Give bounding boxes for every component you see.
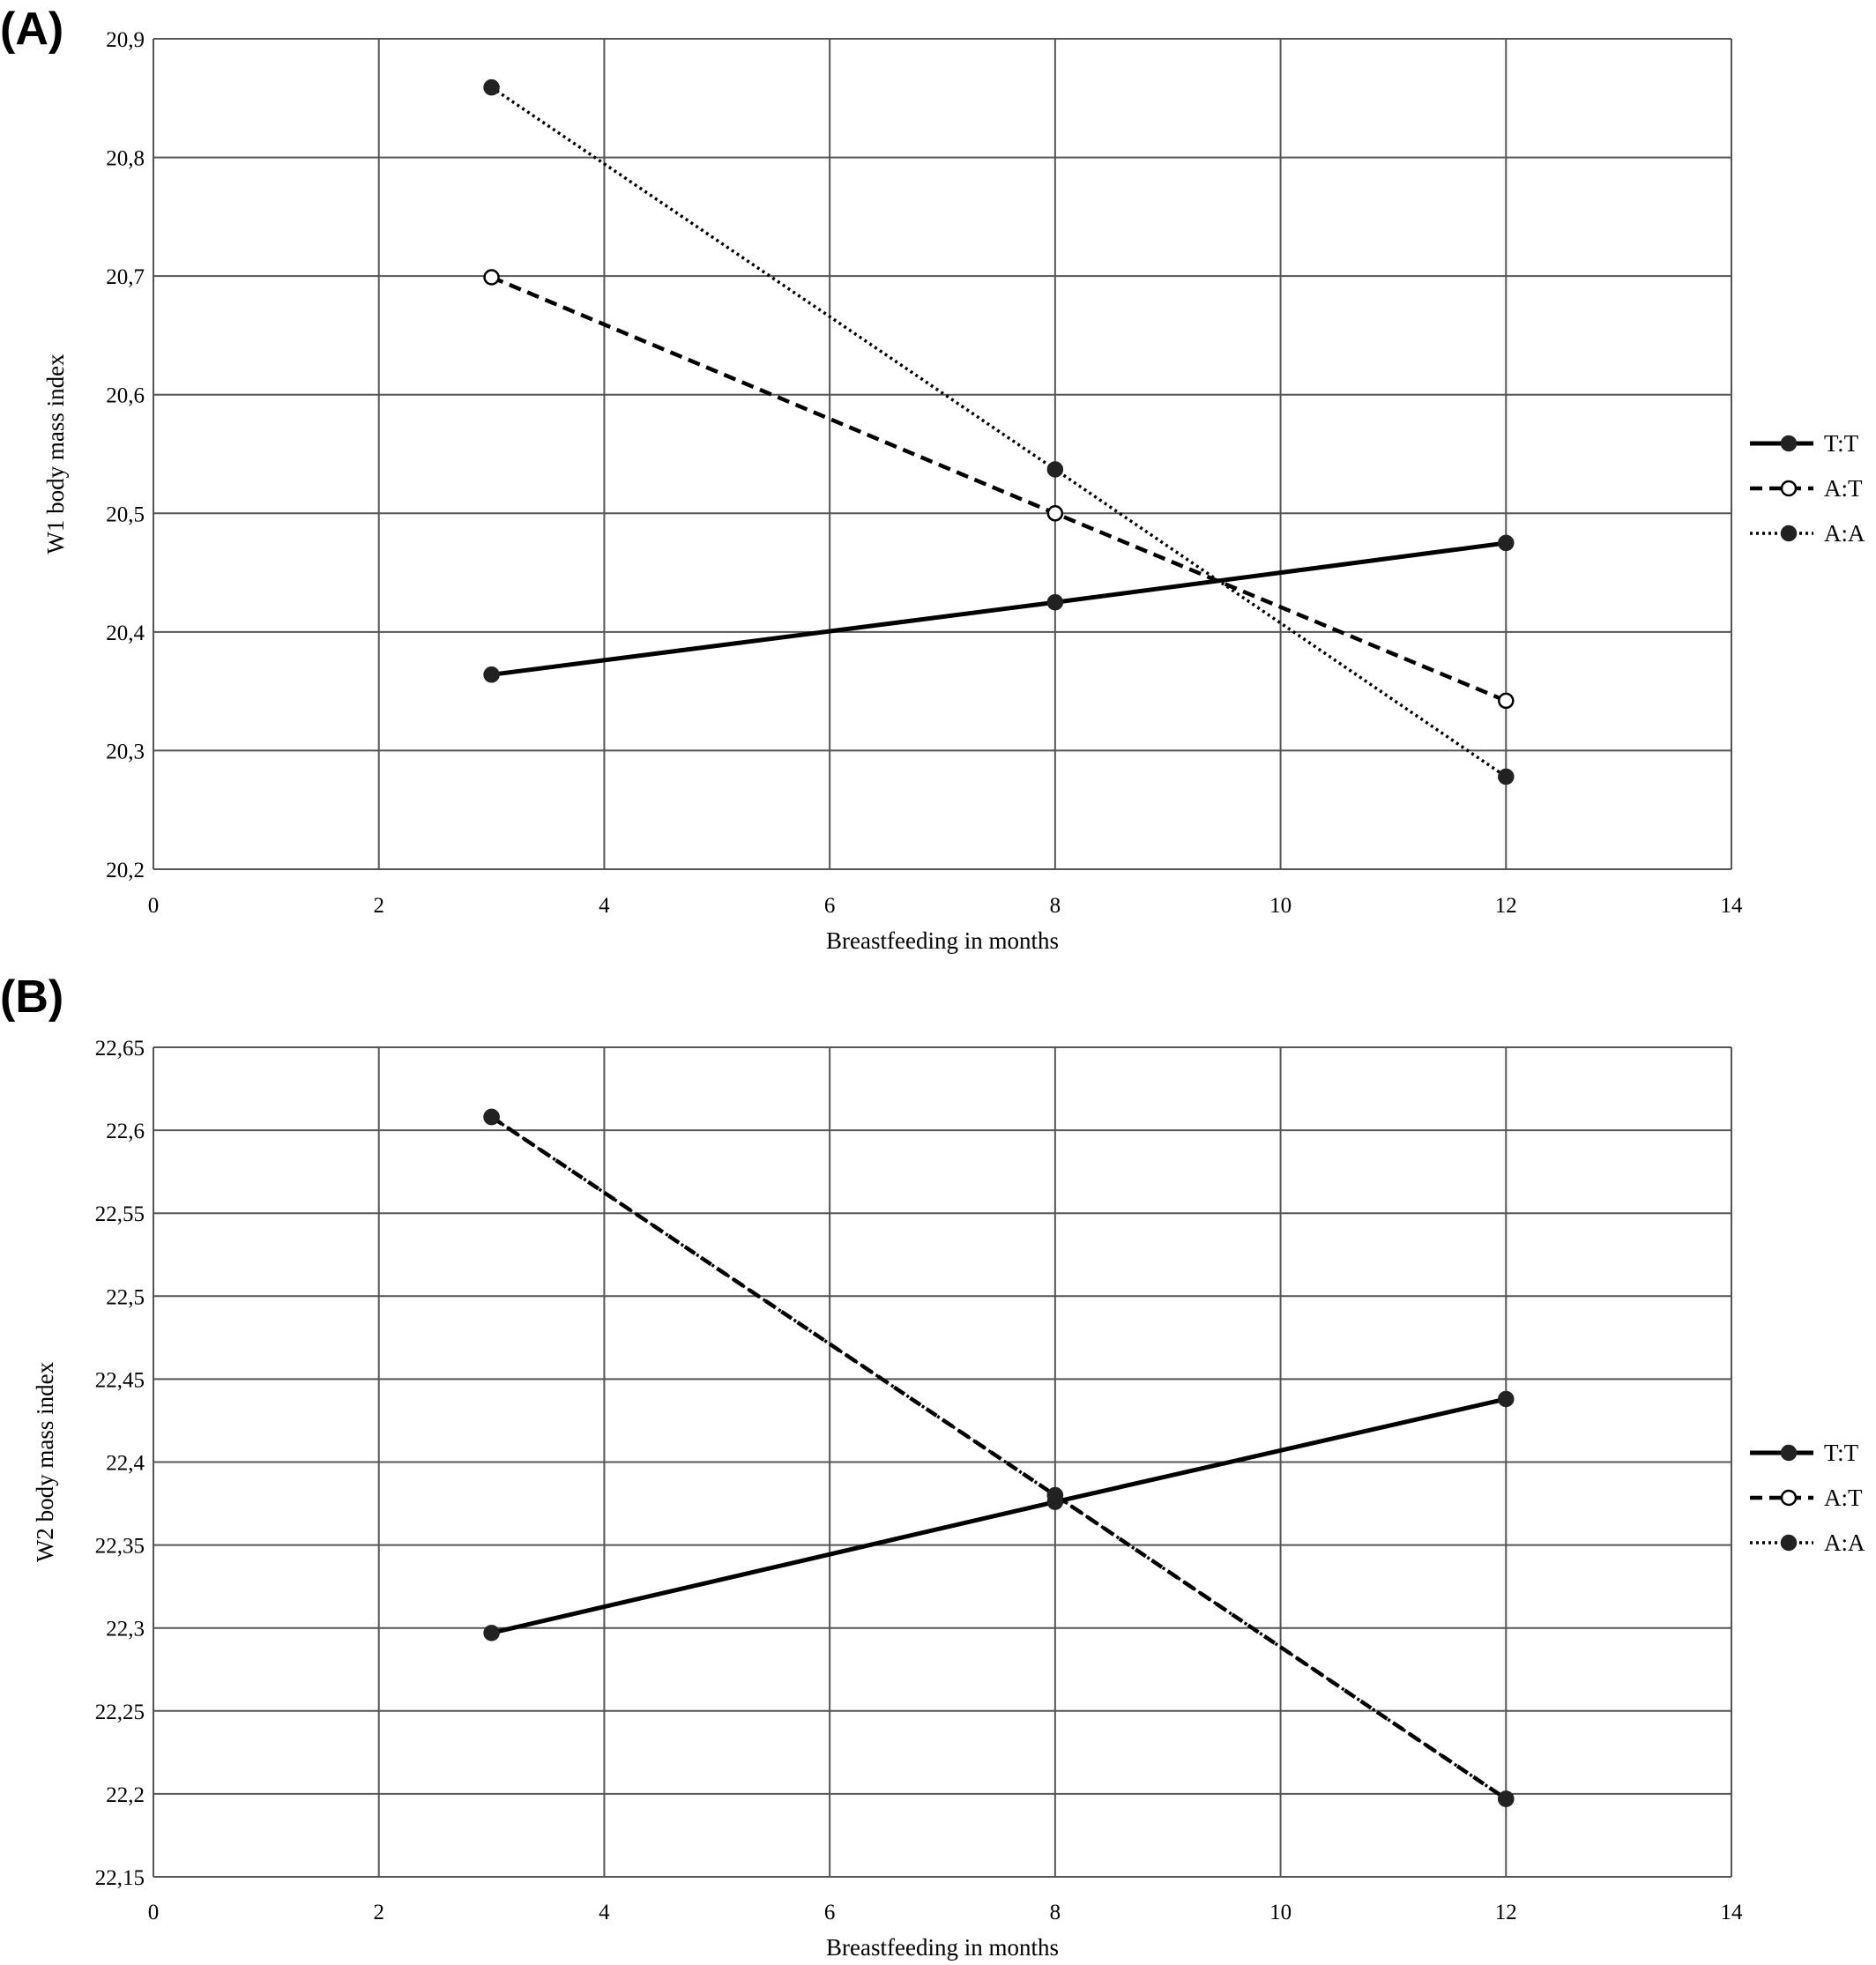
- y-tick-label: 20,9: [106, 28, 145, 52]
- y-tick-label: 20,3: [106, 740, 145, 763]
- y-tick-label: 22,6: [106, 1120, 145, 1143]
- x-tick-label: 12: [1495, 1901, 1517, 1924]
- x-tick-label: 6: [824, 894, 836, 918]
- legend-marker-tt: [1780, 1444, 1798, 1462]
- chart-panel-b: (B) 0 2 4 6 8 10 12 14 22,15 22,2 22,25 22,3 22,35 22,…: [0, 971, 1865, 1961]
- panel-label: (B): [0, 971, 63, 1023]
- legend-label: A:A: [1824, 1530, 1865, 1556]
- series-line-aa: [490, 86, 1508, 778]
- x-tick-label: 8: [1050, 894, 1061, 918]
- series-line-at: [490, 275, 1508, 703]
- legend-marker-at: [1780, 1489, 1798, 1507]
- y-tick-label: 22,3: [106, 1618, 145, 1641]
- y-tick-label: 20,5: [106, 502, 145, 526]
- x-tick-label: 8: [1050, 1901, 1061, 1924]
- y-tick-label: 22,55: [95, 1202, 145, 1226]
- legend-label: T:T: [1824, 1440, 1859, 1466]
- panel-label: (A): [0, 4, 63, 55]
- y-tick-label: 22,25: [95, 1701, 145, 1724]
- data-point-aa: [483, 1108, 500, 1126]
- data-point-aa: [1046, 1486, 1064, 1504]
- y-tick-label: 22,35: [95, 1535, 145, 1559]
- legend-marker-tt: [1780, 435, 1798, 452]
- y-tick-label: 22,4: [106, 1452, 145, 1476]
- x-axis-title: Breastfeeding in months: [826, 927, 1059, 954]
- y-tick-label: 20,8: [106, 147, 145, 171]
- data-point-aa: [1046, 461, 1064, 478]
- data-point-at: [1046, 505, 1064, 522]
- legend-label: A:A: [1824, 520, 1865, 547]
- legend-label: A:T: [1824, 475, 1863, 502]
- data-point-tt: [1498, 534, 1515, 552]
- data-point-tt: [1498, 1390, 1515, 1408]
- data-point-tt: [1046, 593, 1064, 611]
- y-tick-label: 22,15: [95, 1866, 145, 1890]
- x-tick-label: 14: [1721, 1901, 1744, 1924]
- x-tick-label: 12: [1495, 894, 1517, 918]
- data-point-at: [483, 269, 500, 286]
- x-tick-label: 10: [1269, 1901, 1292, 1924]
- chart-panel-a: (A) 0 2 4 6 8 10 12 14 20,2 20,3 20,4 20,5 20,6 20,7 20…: [0, 4, 1865, 954]
- y-tick-label: 22,45: [95, 1368, 145, 1392]
- y-tick-label: 22,2: [106, 1783, 145, 1807]
- series-line-tt: [491, 540, 1507, 677]
- y-axis-title: W2 body mass index: [32, 1361, 58, 1562]
- y-tick-label: 20,6: [106, 384, 145, 408]
- y-tick-label: 22,5: [106, 1285, 145, 1309]
- legend-marker-aa: [1780, 525, 1798, 542]
- legend-label: T:T: [1824, 430, 1859, 457]
- data-point-aa: [1498, 1790, 1515, 1807]
- x-axis-title: Breastfeeding in months: [826, 1934, 1059, 1961]
- y-tick-label: 22,65: [95, 1037, 145, 1061]
- x-tick-label: 0: [148, 1901, 160, 1924]
- y-tick-label: 20,7: [106, 265, 145, 289]
- y-tick-label: 20,4: [106, 622, 145, 645]
- legend-marker-aa: [1780, 1534, 1798, 1552]
- data-point-aa: [1498, 768, 1515, 785]
- x-tick-label: 14: [1721, 894, 1744, 918]
- data-point-tt: [483, 1625, 500, 1641]
- x-tick-label: 4: [599, 1901, 610, 1924]
- legend-label: A:T: [1824, 1485, 1863, 1511]
- legend-marker-at: [1780, 480, 1798, 497]
- y-axis-title: W1 body mass index: [42, 354, 69, 555]
- x-tick-label: 4: [599, 894, 610, 918]
- x-tick-label: 2: [373, 1901, 384, 1924]
- data-point-aa: [483, 78, 500, 96]
- data-point-tt: [483, 666, 500, 683]
- series-line-tt: [491, 1396, 1507, 1635]
- x-tick-label: 0: [148, 894, 160, 918]
- x-tick-label: 6: [824, 1901, 836, 1924]
- x-tick-label: 2: [373, 894, 384, 918]
- x-tick-label: 10: [1269, 894, 1292, 918]
- data-point-at: [1498, 692, 1515, 710]
- y-tick-label: 20,2: [106, 859, 145, 882]
